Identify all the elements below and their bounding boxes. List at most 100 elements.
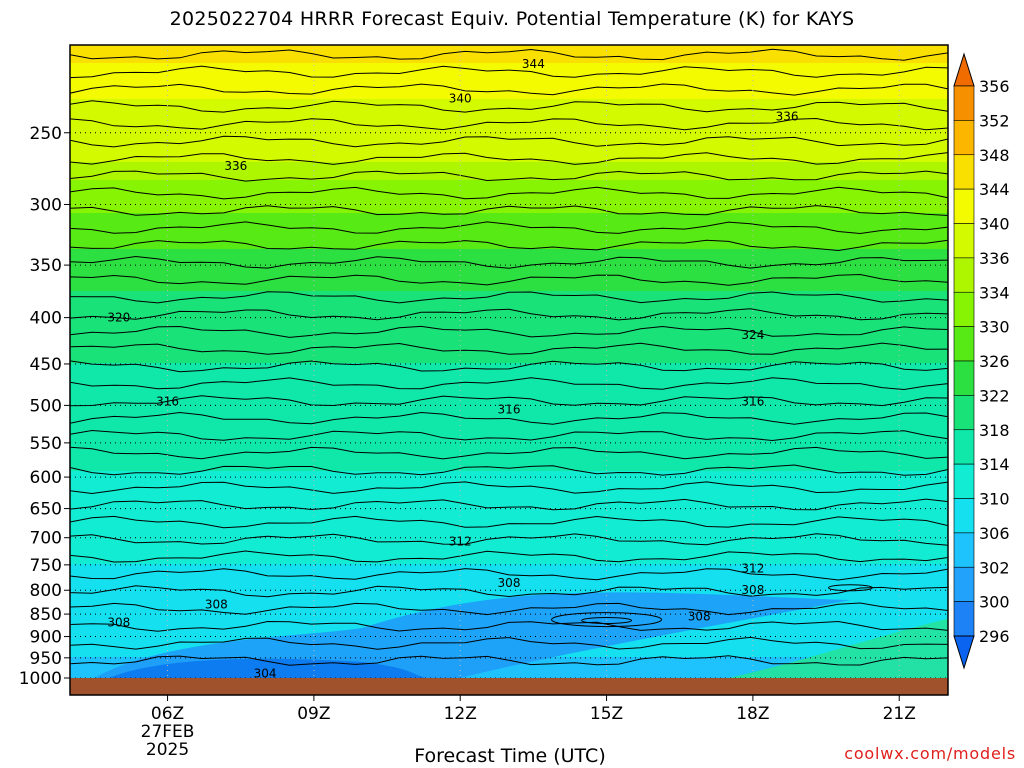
color-band	[70, 381, 948, 385]
color-band	[70, 273, 948, 277]
color-band	[70, 312, 948, 316]
color-band	[70, 543, 948, 547]
contour-line	[70, 550, 948, 563]
color-band	[70, 546, 948, 550]
color-fill-layer	[70, 45, 948, 679]
contour-line	[70, 100, 948, 113]
color-band	[70, 555, 948, 559]
y-axis: 250 300 350 400 450 500 550 600 650 700 750 800 850 9…	[19, 124, 70, 689]
contour-line	[70, 568, 948, 581]
colorbar-cell	[953, 223, 975, 259]
color-band	[70, 510, 948, 514]
color-band	[70, 405, 948, 409]
color-band	[70, 87, 948, 91]
colorbar-label: 352	[979, 111, 1010, 130]
color-band	[70, 90, 948, 94]
colorbar-cell	[953, 120, 975, 156]
contour-label: 308	[107, 615, 130, 629]
colorbar-label: 306	[979, 524, 1010, 543]
color-band	[70, 669, 948, 673]
y-tick-label: 400	[30, 309, 62, 329]
color-band	[70, 306, 948, 310]
color-band	[70, 303, 948, 307]
color-band	[70, 531, 948, 535]
contour-line	[70, 221, 948, 235]
color-band	[70, 366, 948, 370]
color-band	[70, 462, 948, 466]
color-band	[70, 525, 948, 529]
color-band	[70, 348, 948, 352]
color-band	[70, 204, 948, 208]
color-band	[70, 492, 948, 496]
contour-line	[70, 291, 948, 304]
color-band	[70, 72, 948, 76]
color-band	[70, 63, 948, 67]
closed-contour	[827, 584, 873, 592]
color-band	[70, 579, 948, 583]
color-band	[70, 111, 948, 115]
colorbar-cell	[953, 532, 975, 568]
color-band	[70, 213, 948, 217]
color-band	[70, 54, 948, 58]
y-tick-label: 900	[30, 628, 62, 648]
colorbar-label: 356	[979, 77, 1010, 96]
color-band	[70, 60, 948, 64]
contour-line	[70, 239, 948, 252]
contour-line	[70, 325, 948, 338]
color-band	[70, 180, 948, 184]
color-band	[70, 147, 948, 151]
color-band	[70, 375, 948, 379]
color-band	[70, 276, 948, 280]
color-band	[70, 447, 948, 451]
color-band	[70, 426, 948, 430]
color-band	[70, 318, 948, 322]
color-band	[70, 345, 948, 349]
y-tick-label: 350	[30, 256, 62, 276]
y-tick-label: 550	[30, 434, 62, 454]
color-band	[70, 486, 948, 490]
color-band	[70, 495, 948, 499]
contour-line	[70, 395, 948, 407]
y-tick-label: 1000	[19, 669, 62, 689]
color-band	[70, 288, 948, 292]
color-band	[70, 513, 948, 517]
contour-line	[70, 255, 948, 269]
color-band	[70, 159, 948, 163]
color-band	[70, 171, 948, 175]
color-band	[70, 582, 948, 586]
colorbar-label: 336	[979, 249, 1010, 268]
colorbar-cell	[953, 291, 975, 327]
color-band	[70, 144, 948, 148]
color-band	[70, 270, 948, 274]
x-tick-label: 18Z	[736, 704, 769, 724]
color-band	[70, 114, 948, 118]
color-band	[70, 183, 948, 187]
color-band	[70, 516, 948, 520]
color-band	[70, 294, 948, 298]
contour-line	[70, 464, 948, 476]
colorbar-label: 322	[979, 386, 1010, 405]
color-band	[70, 450, 948, 454]
contour-line	[70, 515, 948, 529]
y-tick-label: 750	[30, 556, 62, 576]
color-band	[70, 537, 948, 541]
contour-line	[70, 602, 948, 616]
color-band	[70, 441, 948, 445]
colorbar-label: 318	[979, 421, 1010, 440]
color-band	[70, 48, 948, 52]
contour-line	[70, 170, 948, 182]
color-band	[70, 468, 948, 472]
x-date-label: 27FEB	[141, 722, 195, 742]
contour-label: 336	[224, 159, 247, 173]
color-band	[70, 387, 948, 391]
colorbar: 356 352 348 344 340 336 334 330 326 322 318 314 310 3…	[953, 52, 1010, 670]
colorbar-label: 300	[979, 593, 1010, 612]
color-band	[70, 339, 948, 343]
credit-link[interactable]: coolwx.com/models	[844, 744, 1016, 763]
color-band	[70, 498, 948, 502]
color-band	[70, 402, 948, 406]
chart-title: 2025022704 HRRR Forecast Equiv. Potentia…	[169, 8, 855, 30]
color-band	[70, 126, 948, 130]
color-band	[70, 489, 948, 493]
